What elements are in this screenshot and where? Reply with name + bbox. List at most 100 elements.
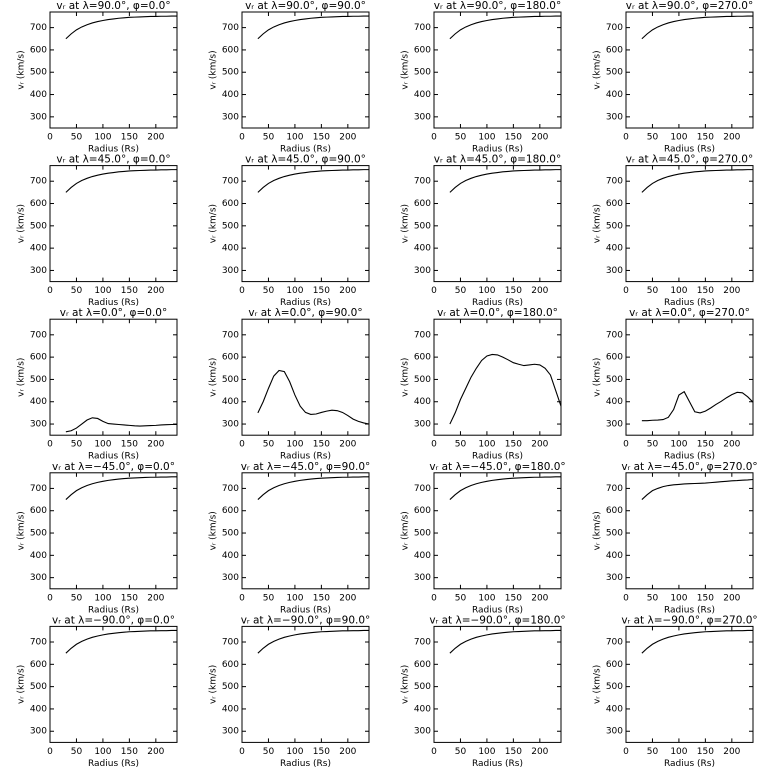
x-tick-label: 0 <box>623 133 629 143</box>
x-tick-label: 150 <box>313 593 330 603</box>
y-axis-label: vᵣ (km/s) <box>17 665 27 704</box>
plot-frame <box>49 318 178 436</box>
x-axis-label: Radius (Rs) <box>472 452 523 462</box>
x-tick-label: 200 <box>531 593 548 603</box>
x-tick-label: 0 <box>239 440 245 450</box>
y-tick-label: 500 <box>414 68 431 78</box>
y-axis-label: vᵣ (km/s) <box>593 204 603 243</box>
y-tick-label: 700 <box>222 638 239 648</box>
x-tick-label: 100 <box>286 133 303 143</box>
panel-title: vᵣ at λ=−90.0°, φ=90.0° <box>241 614 371 626</box>
plot-frame <box>241 472 370 590</box>
x-tick-label: 50 <box>455 593 467 603</box>
x-tick-label: 0 <box>623 747 629 757</box>
y-tick-label: 700 <box>414 330 431 340</box>
y-tick-label: 300 <box>222 112 239 122</box>
x-tick-label: 50 <box>263 133 275 143</box>
panel-title: vᵣ at λ=90.0°, φ=90.0° <box>245 0 366 12</box>
data-line <box>65 476 177 500</box>
y-tick-label: 700 <box>606 330 623 340</box>
x-tick-label: 100 <box>670 747 687 757</box>
data-line <box>449 15 561 40</box>
data-line <box>65 15 177 40</box>
x-tick-label: 100 <box>478 440 495 450</box>
y-tick-label: 500 <box>222 375 239 385</box>
x-axis-label: Radius (Rs) <box>280 605 331 615</box>
panel-title: vᵣ at λ=−90.0°, φ=270.0° <box>621 614 757 626</box>
x-tick-label: 200 <box>723 593 740 603</box>
y-tick-label: 300 <box>606 573 623 583</box>
data-line <box>65 417 177 433</box>
panel-title: vᵣ at λ=0.0°, φ=270.0° <box>629 307 750 319</box>
x-tick-label: 50 <box>647 440 659 450</box>
y-tick-label: 600 <box>222 199 239 209</box>
plot-frame <box>49 472 178 590</box>
panel: vᵣ at λ=−45.0°, φ=0.0° Radius (Rs) vᵣ (km/… <box>17 461 178 615</box>
x-tick-label: 0 <box>623 440 629 450</box>
x-tick-label: 200 <box>339 286 356 296</box>
x-tick-label: 200 <box>339 440 356 450</box>
y-tick-label: 500 <box>606 68 623 78</box>
x-axis-label: Radius (Rs) <box>88 145 139 155</box>
x-tick-label: 200 <box>339 747 356 757</box>
y-tick-label: 500 <box>606 529 623 539</box>
y-tick-label: 400 <box>414 704 431 714</box>
data-line <box>257 369 370 425</box>
x-tick-label: 100 <box>94 286 111 296</box>
x-tick-label: 0 <box>47 440 53 450</box>
x-tick-label: 200 <box>531 133 548 143</box>
y-axis-label: vᵣ (km/s) <box>209 511 219 550</box>
panel: vᵣ at λ=90.0°, φ=270.0° Radius (Rs) vᵣ (km… <box>593 0 754 155</box>
y-tick-label: 500 <box>414 529 431 539</box>
y-tick-label: 600 <box>606 199 623 209</box>
y-axis-label: vᵣ (km/s) <box>209 358 219 397</box>
panel: vᵣ at λ=0.0°, φ=270.0° Radius (Rs) vᵣ (km/… <box>593 307 754 462</box>
y-tick-label: 700 <box>606 23 623 33</box>
plot-frame <box>241 625 370 743</box>
data-line <box>449 629 561 654</box>
x-tick-label: 50 <box>647 286 659 296</box>
plot-frame <box>433 11 562 129</box>
y-tick-label: 300 <box>606 266 623 276</box>
x-tick-label: 0 <box>47 593 53 603</box>
y-tick-label: 600 <box>222 353 239 363</box>
panel-title: vᵣ at λ=0.0°, φ=0.0° <box>60 307 167 319</box>
y-tick-label: 500 <box>222 68 239 78</box>
y-tick-label: 400 <box>30 244 47 254</box>
y-tick-label: 500 <box>30 529 47 539</box>
y-axis-label: vᵣ (km/s) <box>401 358 411 397</box>
y-tick-label: 500 <box>30 375 47 385</box>
y-axis-label: vᵣ (km/s) <box>401 50 411 89</box>
panel-title: vᵣ at λ=90.0°, φ=0.0° <box>56 0 170 12</box>
x-tick-label: 50 <box>647 747 659 757</box>
x-tick-label: 100 <box>670 133 687 143</box>
y-tick-label: 400 <box>606 551 623 561</box>
plot-frame <box>433 318 562 436</box>
panel-title: vᵣ at λ=0.0°, φ=90.0° <box>248 307 362 319</box>
y-tick-label: 700 <box>222 23 239 33</box>
y-tick-label: 400 <box>30 397 47 407</box>
y-tick-label: 400 <box>30 90 47 100</box>
y-tick-label: 400 <box>414 397 431 407</box>
panel-title: vᵣ at λ=−90.0°, φ=180.0° <box>429 614 565 626</box>
y-axis-label: vᵣ (km/s) <box>209 665 219 704</box>
x-axis-label: Radius (Rs) <box>664 605 715 615</box>
y-tick-label: 300 <box>606 420 623 430</box>
y-tick-label: 400 <box>222 90 239 100</box>
x-tick-label: 50 <box>71 440 83 450</box>
y-tick-label: 600 <box>414 506 431 516</box>
x-tick-label: 150 <box>313 747 330 757</box>
y-tick-label: 400 <box>222 704 239 714</box>
y-tick-label: 700 <box>414 23 431 33</box>
y-tick-label: 300 <box>414 727 431 737</box>
data-line <box>641 169 753 193</box>
panel-title: vᵣ at λ=45.0°, φ=90.0° <box>245 154 366 166</box>
x-tick-label: 150 <box>697 440 714 450</box>
plot-frame <box>625 165 754 283</box>
data-line <box>641 390 754 422</box>
x-tick-label: 50 <box>455 133 467 143</box>
y-tick-label: 500 <box>606 375 623 385</box>
y-tick-label: 600 <box>414 660 431 670</box>
data-line <box>65 629 177 654</box>
panel-title: vᵣ at λ=−45.0°, φ=90.0° <box>241 461 371 473</box>
